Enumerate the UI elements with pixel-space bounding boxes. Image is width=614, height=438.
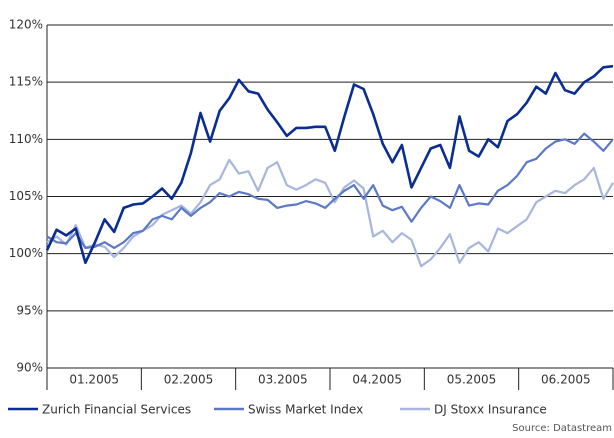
legend-label: Zurich Financial Services bbox=[42, 403, 191, 417]
y-tick-label: 95% bbox=[16, 303, 43, 317]
y-tick-label: 110% bbox=[9, 132, 43, 146]
series-line bbox=[46, 132, 614, 249]
x-tick-label: 03.2005 bbox=[258, 373, 308, 387]
x-tick-label: 05.2005 bbox=[447, 373, 497, 387]
x-tick-label: 06.2005 bbox=[541, 373, 591, 387]
y-tick-label: 105% bbox=[9, 189, 43, 203]
legend-label: Swiss Market Index bbox=[248, 403, 363, 417]
x-tick-label: 02.2005 bbox=[164, 373, 214, 387]
series-line bbox=[45, 64, 614, 265]
source-note: Source: Datastream bbox=[512, 423, 612, 434]
x-tick-label: 04.2005 bbox=[352, 373, 402, 387]
x-tick-label: 01.2005 bbox=[69, 373, 119, 387]
series-line bbox=[46, 158, 614, 268]
y-tick-label: 115% bbox=[9, 75, 43, 89]
y-tick-label: 120% bbox=[9, 18, 43, 32]
y-tick-label: 100% bbox=[9, 246, 43, 260]
legend-label: DJ Stoxx Insurance bbox=[434, 403, 547, 417]
y-tick-label: 90% bbox=[16, 361, 43, 375]
